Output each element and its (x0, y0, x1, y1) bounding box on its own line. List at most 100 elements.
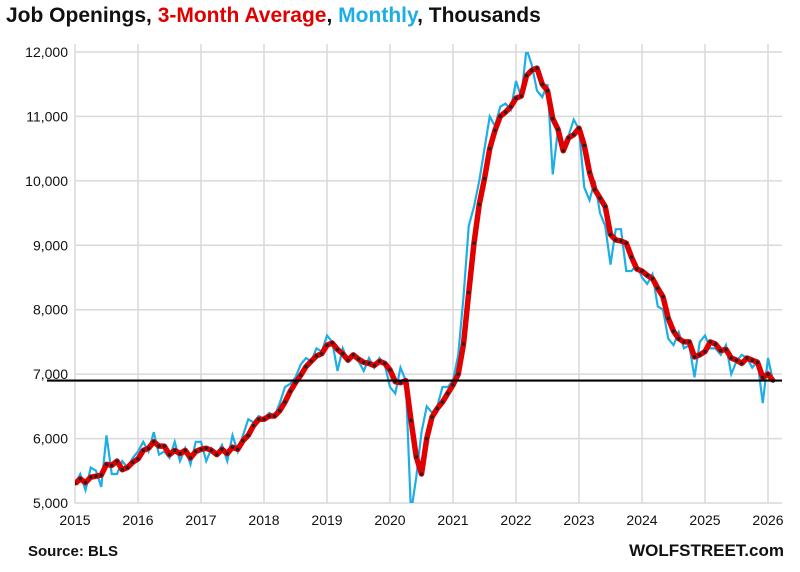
average-point (104, 462, 109, 467)
title-text: Job Openings, (6, 4, 158, 27)
average-point (257, 417, 261, 421)
average-point (75, 481, 77, 486)
average-point (750, 358, 754, 362)
legend-monthly: Monthly (338, 4, 418, 27)
average-point (293, 381, 298, 385)
average-point (409, 418, 413, 423)
average-point (482, 177, 487, 181)
average-point (635, 267, 639, 271)
average-point (372, 363, 376, 368)
average-point (577, 126, 581, 130)
average-point (215, 452, 219, 457)
average-point (703, 349, 707, 354)
average-point (178, 451, 182, 456)
average-point (120, 468, 124, 472)
average-point (608, 232, 613, 237)
average-point (745, 356, 749, 360)
average-point (83, 480, 88, 485)
average-point (220, 447, 224, 452)
average-point (325, 343, 329, 347)
average-point (530, 68, 534, 72)
average-point (687, 340, 691, 344)
average-point (551, 116, 555, 121)
average-point (152, 440, 156, 444)
average-point (377, 359, 382, 363)
average-point (173, 448, 177, 453)
x-tick-label: 2015 (59, 512, 90, 528)
y-tick-label: 6,000 (33, 431, 68, 447)
average-point (241, 439, 245, 443)
title-units: , Thousands (417, 4, 541, 27)
average-point (430, 415, 434, 419)
average-point (656, 286, 660, 290)
average-point (645, 273, 649, 278)
average-point (545, 88, 550, 93)
x-tick-label: 2021 (437, 512, 468, 528)
average-point (136, 457, 140, 461)
plot-area (75, 52, 776, 503)
average-point (603, 204, 607, 209)
average-point (383, 361, 387, 366)
average-point (514, 96, 518, 100)
y-tick-label: 5,000 (33, 495, 68, 511)
average-point (493, 128, 497, 133)
average-point (488, 146, 492, 151)
average-point (435, 406, 439, 411)
average-point (587, 170, 592, 174)
average-point (146, 446, 151, 450)
average-point (629, 255, 634, 259)
average-point (194, 449, 198, 454)
average-point (461, 342, 466, 346)
average-point (719, 348, 723, 353)
average-point (346, 358, 350, 362)
average-point (519, 94, 523, 98)
average-point (388, 368, 392, 372)
average-point (472, 241, 476, 245)
average-point (535, 66, 539, 70)
average-point (713, 342, 718, 346)
average-point (666, 316, 670, 321)
average-point (540, 82, 544, 86)
average-point (314, 354, 319, 358)
y-tick-label: 7,000 (33, 366, 68, 382)
average-point (566, 136, 571, 140)
average-point (425, 436, 429, 441)
average-point (698, 353, 702, 357)
average-point (283, 400, 287, 404)
average-point (677, 337, 681, 341)
average-point (230, 445, 235, 449)
average-point (288, 389, 292, 394)
average-point (640, 269, 644, 273)
x-tick-label: 2018 (248, 512, 279, 528)
chart-title: Job Openings, 3-Month Average, Monthly, … (6, 4, 541, 28)
y-tick-label: 11,000 (26, 108, 68, 124)
average-point (708, 340, 712, 344)
x-tick-label: 2024 (626, 512, 657, 528)
average-point (320, 352, 324, 356)
average-point (614, 238, 618, 242)
average-point (724, 347, 728, 352)
legend-3-month-average: 3-Month Average (157, 4, 327, 27)
source-label: Source: BLS (28, 543, 119, 560)
average-point (598, 196, 602, 200)
average-point (398, 381, 403, 385)
x-tick-label: 2019 (311, 512, 342, 528)
average-point (755, 360, 760, 365)
average-point (94, 474, 98, 478)
average-point (141, 448, 145, 453)
average-point (304, 364, 308, 369)
average-point (335, 347, 340, 352)
average-point (503, 110, 508, 114)
x-tick-label: 2022 (500, 512, 531, 528)
average-point (341, 352, 345, 356)
average-point (157, 444, 161, 448)
average-point (99, 473, 103, 477)
average-point (251, 423, 256, 428)
average-point (356, 357, 361, 361)
average-point (236, 447, 240, 452)
average-point (330, 341, 334, 345)
average-point (440, 400, 445, 404)
y-tick-label: 8,000 (33, 302, 68, 318)
average-point (561, 149, 565, 153)
